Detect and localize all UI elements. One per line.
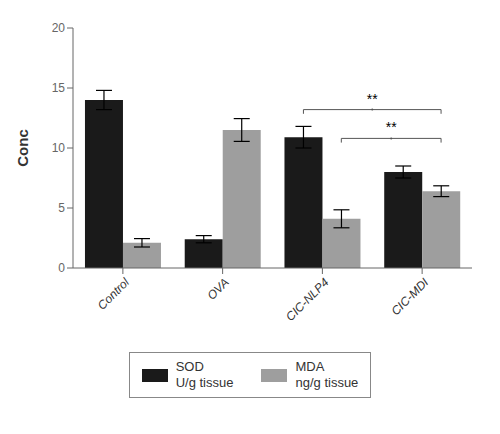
svg-text:Conc: Conc xyxy=(14,129,31,167)
html-text:SOD U/g tissue: SOD U/g tissue xyxy=(175,359,234,390)
svg-text:0: 0 xyxy=(58,261,65,275)
svg-text:15: 15 xyxy=(52,81,66,95)
svg-text:CIC-NLP4: CIC-NLP4 xyxy=(283,275,332,324)
svg-text:10: 10 xyxy=(52,141,66,155)
svg-text:**: ** xyxy=(386,119,397,135)
svg-text:OVA: OVA xyxy=(204,275,231,302)
svg-text:**: ** xyxy=(367,91,378,107)
svg-text:20: 20 xyxy=(52,21,66,35)
svg-text:CIC-MDI: CIC-MDI xyxy=(388,275,431,318)
html-text:MDA ng/g tissue: MDA ng/g tissue xyxy=(295,359,359,390)
svg-text:Control: Control xyxy=(95,275,132,312)
svg-text:5: 5 xyxy=(58,201,65,215)
